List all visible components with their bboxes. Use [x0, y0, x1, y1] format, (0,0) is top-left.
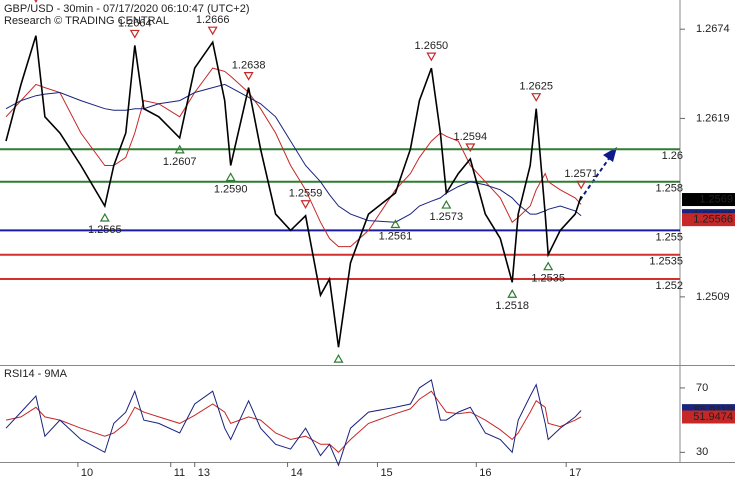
- forecast-arrow: [579, 156, 611, 201]
- pivot-label: 1.2638: [232, 60, 266, 72]
- y-tick-label: 1.2619: [696, 112, 730, 124]
- x-tick-label: 14: [291, 467, 303, 479]
- level-label: 1.2535: [649, 256, 683, 268]
- x-tick-label: 17: [569, 467, 581, 479]
- y-tick-label: 1.2674: [696, 23, 730, 35]
- pivot-label: 1.2666: [196, 14, 230, 26]
- pivot-label: 1.2650: [415, 40, 449, 52]
- level-label: 1.255: [655, 231, 683, 243]
- pivot-marker: [300, 200, 311, 209]
- pivot-marker: [129, 29, 140, 39]
- pivot-label: 1.2625: [519, 81, 553, 93]
- y-tick-label: 70: [696, 382, 708, 394]
- pivot-label: 1.2607: [163, 156, 197, 168]
- pivot-marker: [333, 353, 344, 363]
- pivot-marker: [576, 180, 587, 190]
- pivot-marker: [441, 199, 452, 209]
- level-label: 1.258: [655, 183, 683, 195]
- pivot-label: 1.2565: [88, 224, 122, 236]
- y-tick-label: 1.2509: [696, 291, 730, 303]
- pivot-marker: [243, 71, 254, 81]
- pivot-marker: [225, 172, 236, 182]
- x-tick-label: 15: [380, 467, 392, 479]
- pivot-label: 1.2535: [531, 273, 565, 285]
- pivot-marker: [174, 144, 185, 154]
- level-label: 1.26: [662, 150, 683, 162]
- pivot-label: 1.2561: [379, 230, 413, 242]
- price-tag: [682, 213, 735, 227]
- pivot-marker: [507, 289, 518, 298]
- pivot-marker: [531, 93, 542, 102]
- pivot-label: 1.2590: [214, 183, 248, 195]
- pivot-label: 1.2559: [289, 188, 323, 200]
- pivot-marker: [465, 143, 476, 153]
- y-tick-label: 30: [696, 446, 708, 458]
- pivot-marker: [543, 261, 554, 271]
- rsi-title: RSI14 - 9MA: [4, 368, 68, 380]
- chart-subtitle: Research © TRADING CENTRAL: [4, 15, 169, 27]
- x-tick-label: 11: [174, 467, 185, 479]
- series-line: [5, 67, 582, 248]
- pivot-label: 1.2571: [564, 168, 598, 180]
- series-line: [5, 83, 582, 223]
- chart-title: GBP/USD - 30min - 07/17/2020 06:10:47 (U…: [4, 3, 249, 15]
- x-tick-label: 13: [198, 467, 210, 479]
- pivot-marker: [390, 219, 401, 229]
- price-tag: [682, 193, 735, 207]
- pivot-label: 1.2594: [453, 131, 487, 143]
- series-line: [5, 35, 582, 348]
- pivot-marker: [207, 26, 218, 36]
- pivot-marker: [99, 212, 110, 222]
- pivot-label: 1.2518: [495, 300, 529, 312]
- pivot-marker: [426, 52, 437, 62]
- series-line: [5, 379, 582, 467]
- price-tag-label: 51.9474: [693, 411, 733, 423]
- price-tag: [682, 410, 735, 424]
- x-tick-label: 16: [479, 467, 491, 479]
- pivot-label: 1.2573: [430, 211, 464, 223]
- price-tag-label: 1.2569: [699, 193, 733, 205]
- pivot-label: 1.2664: [118, 17, 152, 29]
- price-tag-label: 1.25566: [693, 214, 733, 226]
- forecast-arrow-head: [603, 147, 617, 162]
- level-label: 1.252: [655, 280, 683, 292]
- x-tick-label: 10: [81, 467, 93, 479]
